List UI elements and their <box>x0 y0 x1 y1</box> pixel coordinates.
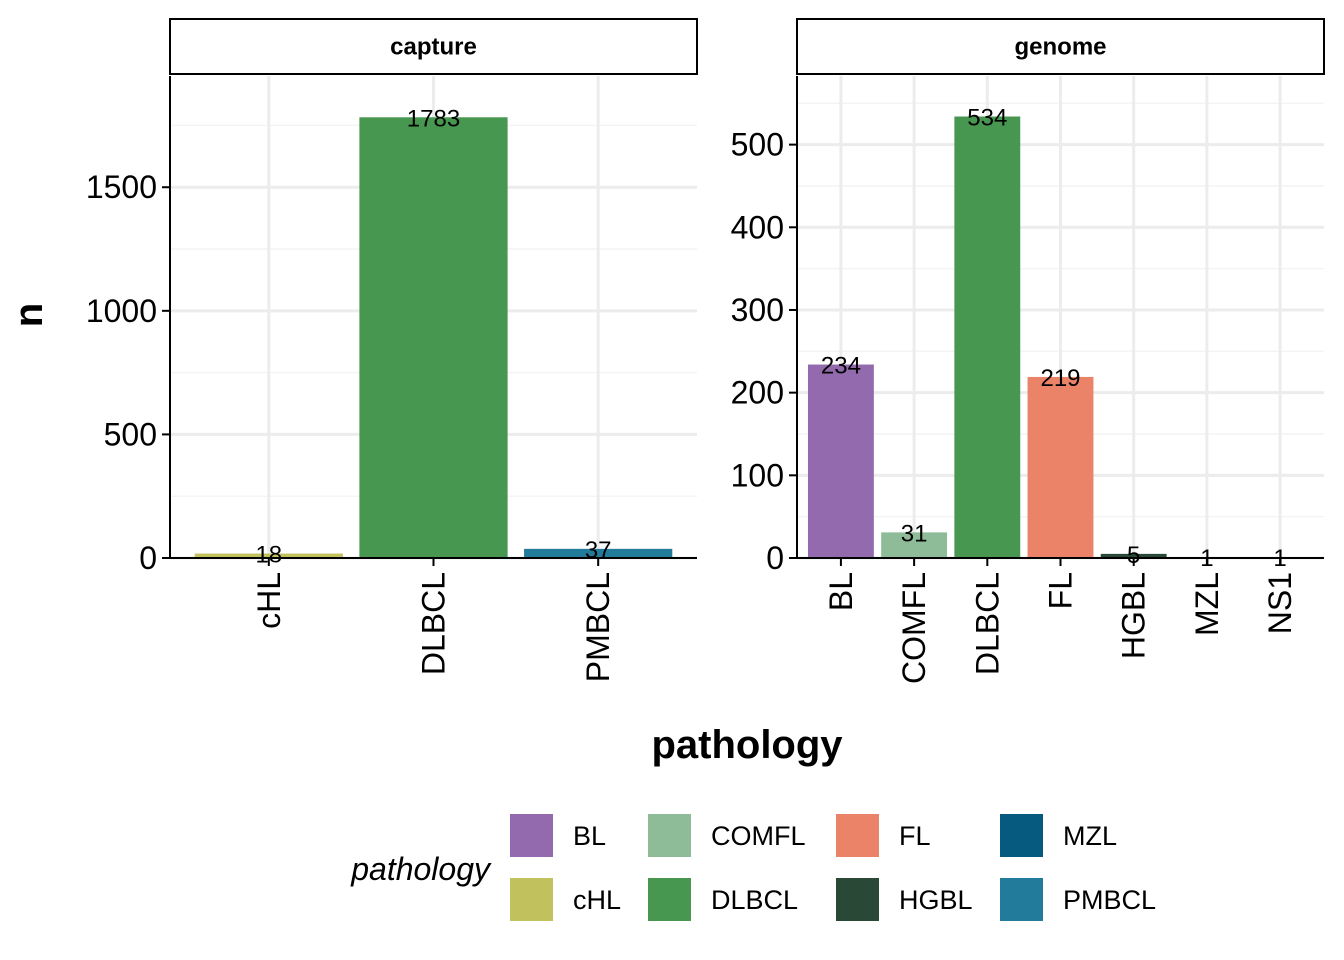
bar-value-label: 234 <box>821 353 861 380</box>
x-tick-label: PMBCL <box>580 572 616 682</box>
x-tick-label: cHL <box>251 572 287 629</box>
legend-swatch-cHL <box>510 878 553 921</box>
bar-value-label: 31 <box>901 520 928 547</box>
y-tick-label: 500 <box>731 127 784 163</box>
bar-DLBCL <box>954 116 1021 559</box>
x-axis-title: pathology <box>651 723 843 767</box>
y-tick-label: 0 <box>139 540 157 576</box>
x-tick-label: FL <box>1043 572 1079 609</box>
x-tick-label: DLBCL <box>416 572 452 675</box>
y-tick-label: 1500 <box>86 169 157 205</box>
y-tick-label: 0 <box>766 540 784 576</box>
legend: pathology BL COMFL FL MZL cHL DLBCL HGBL PMBCL <box>350 814 1156 921</box>
x-tick-label: BL <box>823 572 859 611</box>
legend-label: cHL <box>573 885 621 915</box>
legend-swatch-HGBL <box>836 878 879 921</box>
x-tick-label: HGBL <box>1116 572 1152 659</box>
legend-swatch-DLBCL <box>648 878 691 921</box>
bar-FL <box>1027 376 1094 558</box>
bar-HGBL <box>1100 553 1167 558</box>
bar-BL <box>807 364 874 558</box>
legend-label: BL <box>573 821 606 851</box>
panel-genome: genome234315342195110100200300400500BLCO… <box>731 18 1325 684</box>
legend-label: DLBCL <box>711 885 798 915</box>
y-tick-label: 400 <box>731 209 784 245</box>
legend-label: FL <box>899 821 931 851</box>
y-tick-label: 500 <box>104 416 157 452</box>
y-tick-label: 100 <box>731 457 784 493</box>
bar-value-label: 5 <box>1127 542 1140 569</box>
legend-swatch-BL <box>510 814 553 857</box>
x-tick-label: DLBCL <box>969 572 1005 675</box>
legend-label: HGBL <box>899 885 973 915</box>
strip-label: capture <box>390 34 477 61</box>
y-tick-label: 300 <box>731 292 784 328</box>
legend-swatch-MZL <box>1000 814 1043 857</box>
bar-value-label: 1783 <box>407 105 460 132</box>
legend-label: COMFL <box>711 821 806 851</box>
bar-value-label: 534 <box>967 105 1007 132</box>
y-tick-label: 200 <box>731 375 784 411</box>
bar-cHL <box>194 553 343 558</box>
strip-box <box>796 18 1325 75</box>
y-tick-label: 1000 <box>86 293 157 329</box>
legend-label: PMBCL <box>1063 885 1156 915</box>
bar-value-label: 219 <box>1040 365 1080 392</box>
x-tick-label: MZL <box>1189 572 1225 636</box>
strip-box <box>169 18 698 75</box>
legend-title: pathology <box>350 851 492 887</box>
legend-label: MZL <box>1063 821 1117 851</box>
legend-swatch-COMFL <box>648 814 691 857</box>
legend-swatch-PMBCL <box>1000 878 1043 921</box>
x-tick-label: COMFL <box>896 572 932 684</box>
bar-DLBCL <box>359 117 508 558</box>
x-tick-label: NS1 <box>1262 572 1298 634</box>
y-axis-title: n <box>7 303 51 327</box>
bar-PMBCL <box>524 548 673 558</box>
strip-label: genome <box>1014 34 1106 61</box>
legend-swatch-FL <box>836 814 879 857</box>
bar-COMFL <box>881 532 948 558</box>
